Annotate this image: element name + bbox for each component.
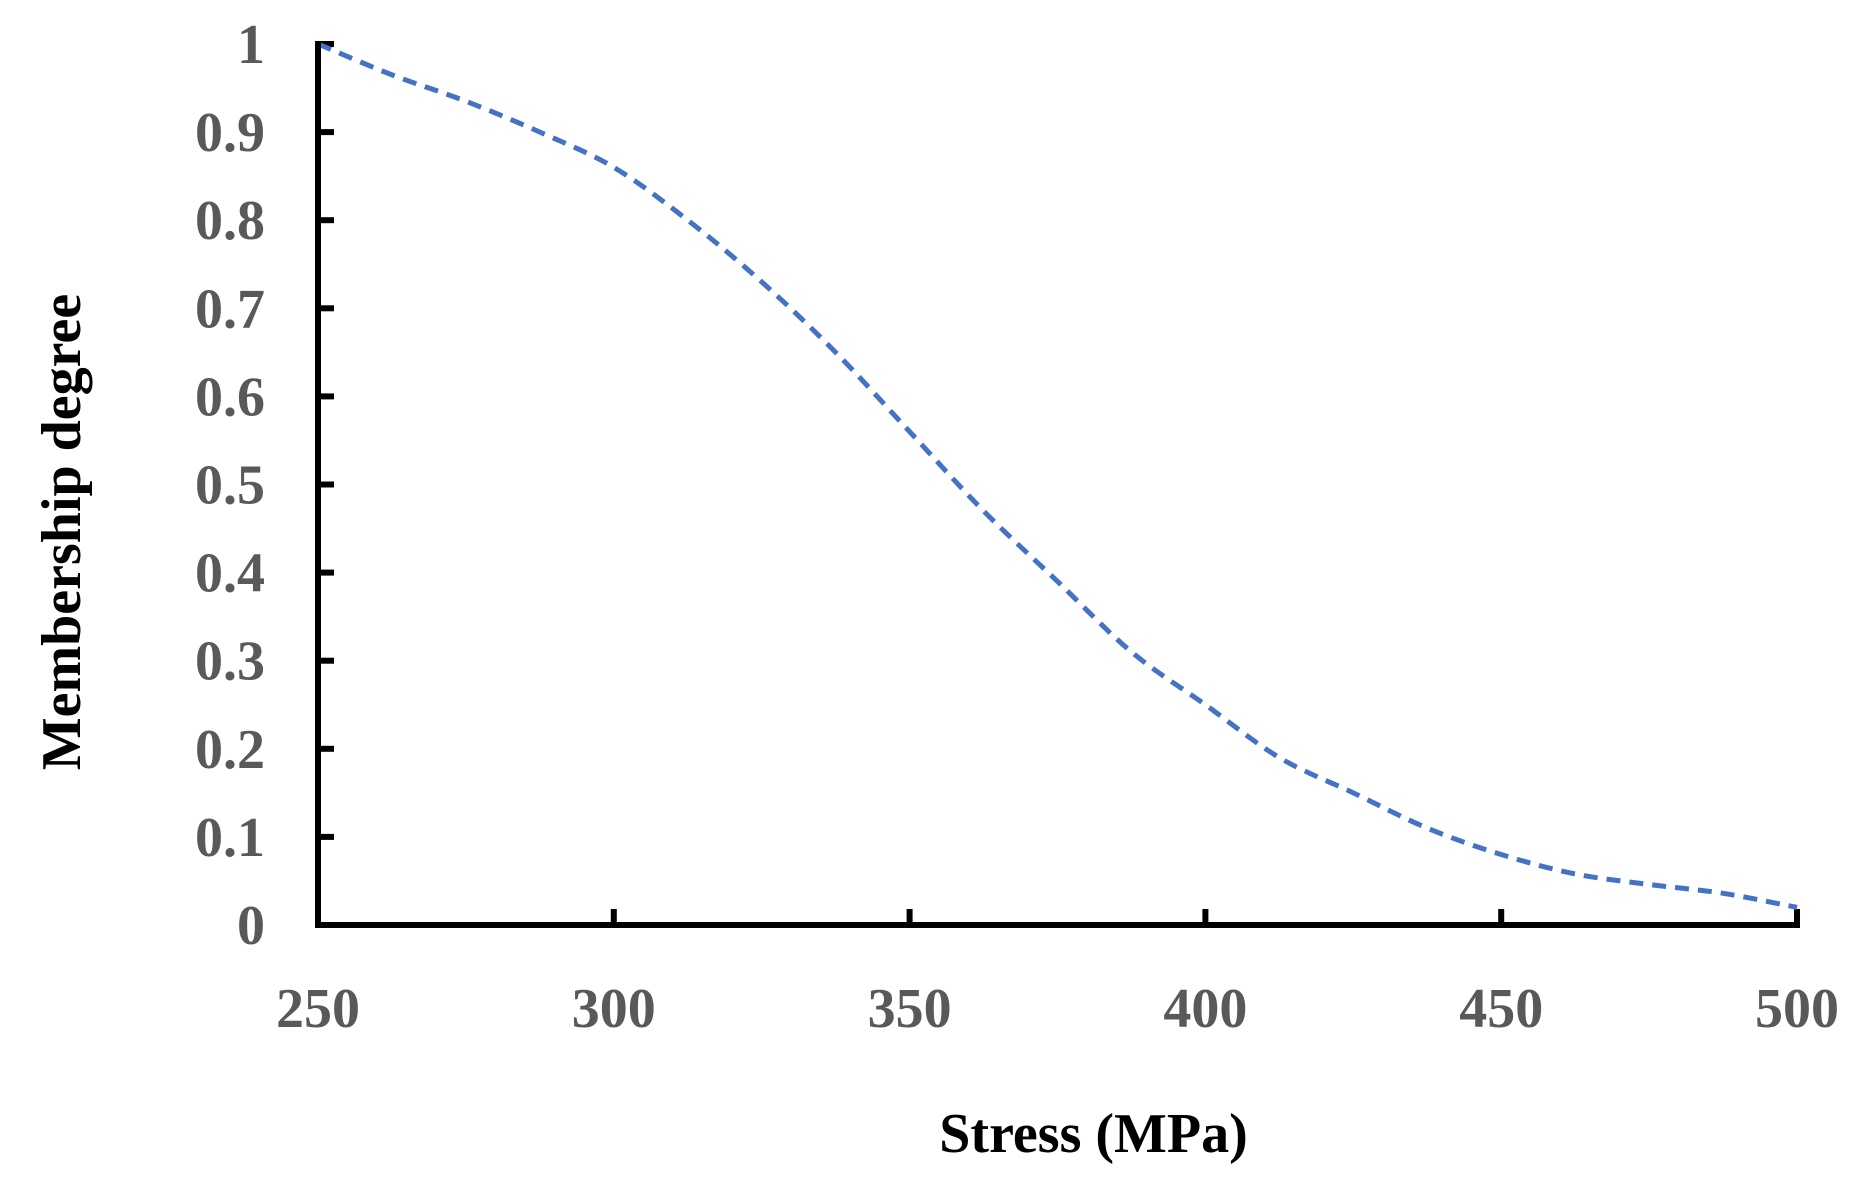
y-tick-label: 0.6 [195, 366, 265, 428]
y-tick-label: 0.8 [195, 190, 265, 252]
y-tick-label: 0.3 [195, 631, 265, 693]
y-tick-label: 0.9 [195, 102, 265, 164]
y-tick-label: 0 [237, 895, 265, 957]
y-tick-label: 1 [237, 14, 265, 76]
x-axis-title: Stress (MPa) [939, 1103, 1247, 1165]
y-tick-label: 0.1 [195, 807, 265, 869]
y-tick-labels: 0 0.1 0.2 0.3 0.4 0.5 0.6 0.7 0.8 0.9 1 [195, 14, 265, 957]
x-tick-label: 500 [1755, 978, 1839, 1040]
x-tick-label: 400 [1163, 978, 1247, 1040]
x-tick-label: 450 [1459, 978, 1543, 1040]
y-tick-label: 0.2 [195, 719, 265, 781]
x-tick-label: 350 [868, 978, 952, 1040]
y-tick-label: 0.7 [195, 278, 265, 340]
x-tick-label: 300 [572, 978, 656, 1040]
x-tick-label: 250 [276, 978, 360, 1040]
membership-curve [317, 41, 1798, 910]
x-tick-labels: 250 300 350 400 450 500 [276, 978, 1839, 1040]
y-axis-title: Membership degree [31, 294, 93, 770]
y-tick-label: 0.5 [195, 455, 265, 517]
y-tick-label: 0.4 [195, 543, 265, 605]
